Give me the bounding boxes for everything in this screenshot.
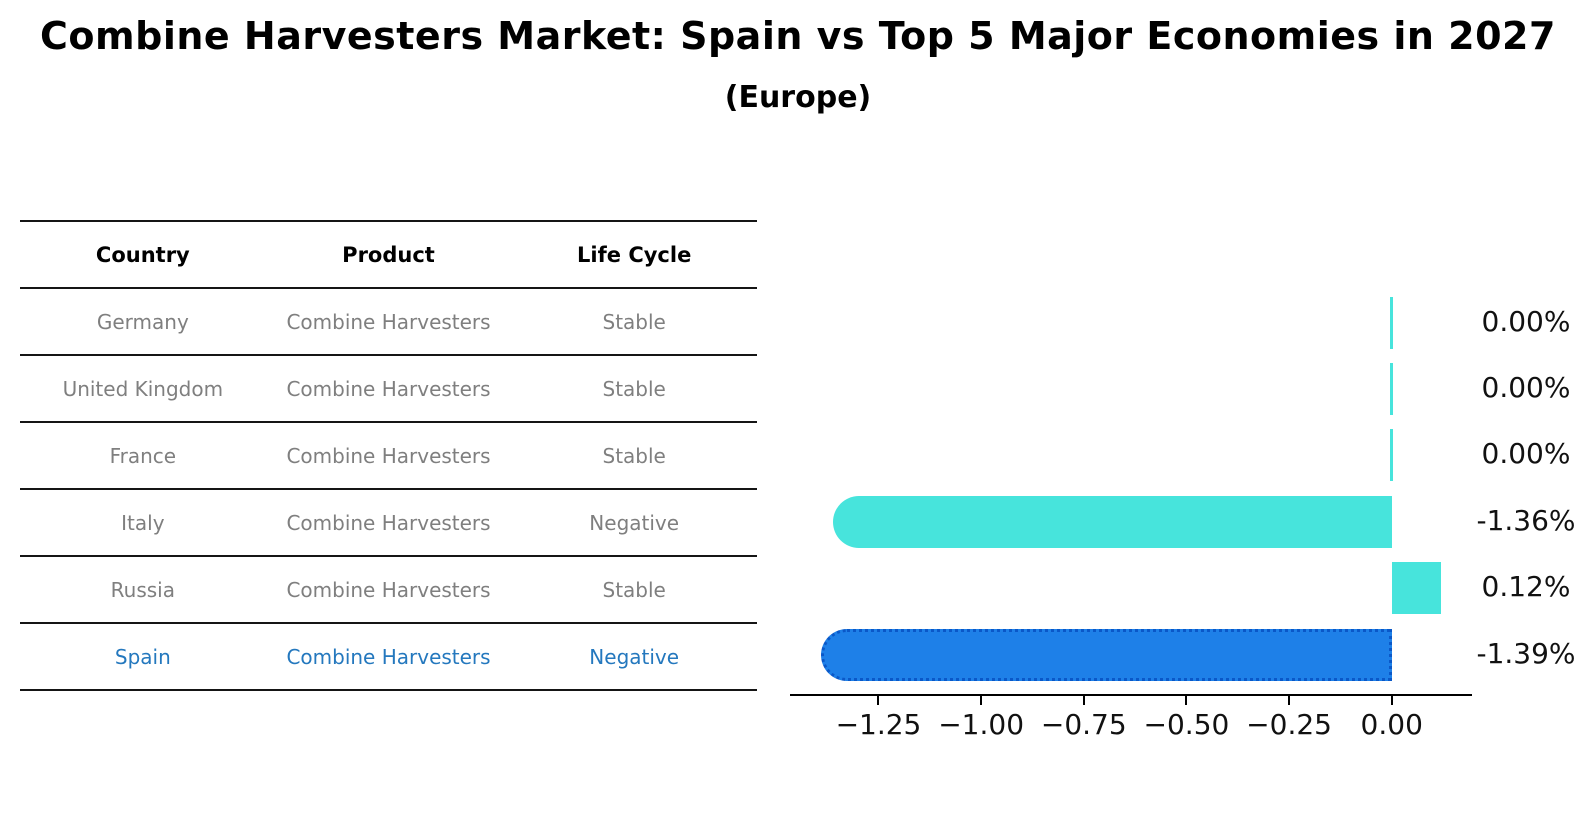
x-axis-tick xyxy=(877,696,880,705)
bar-spain xyxy=(821,628,1392,681)
cell-life-cycle: Stable xyxy=(602,376,666,401)
x-axis-tick-label: 0.00 xyxy=(1360,708,1423,741)
table-row-italy: Italy Combine Harvesters Negative xyxy=(20,490,757,557)
header-cell-product: Product xyxy=(342,242,435,267)
cell-life-cycle: Stable xyxy=(602,309,666,334)
table-row-united-kingdom: United Kingdom Combine Harvesters Stable xyxy=(20,356,757,423)
cell-life-cycle: Negative xyxy=(589,510,680,535)
x-axis-tick xyxy=(1390,696,1393,705)
bar-russia xyxy=(1391,562,1441,615)
value-label-spain: -1.39% xyxy=(1476,636,1576,670)
cell-life-cycle: Negative xyxy=(589,644,680,669)
header-cell-life-cycle: Life Cycle xyxy=(577,242,692,267)
cell-country: Spain xyxy=(114,644,171,669)
page-subtitle: (Europe) xyxy=(724,80,872,115)
bar-united-kingdom xyxy=(1390,362,1393,415)
table-row-france: France Combine Harvesters Stable xyxy=(20,423,757,490)
x-axis-tick-label: −0.75 xyxy=(1040,708,1127,741)
cell-product: Combine Harvesters xyxy=(286,644,491,669)
x-axis-tick xyxy=(1082,696,1085,705)
bar-germany xyxy=(1390,296,1393,349)
value-label-france: 0.00% xyxy=(1481,437,1571,471)
x-axis-tick xyxy=(980,696,983,705)
cell-life-cycle: Stable xyxy=(602,443,666,468)
cell-country: France xyxy=(109,443,177,468)
value-label-germany: 0.00% xyxy=(1481,304,1571,338)
cell-product: Combine Harvesters xyxy=(286,376,491,401)
cell-country: Germany xyxy=(96,309,189,334)
header-cell-country: Country xyxy=(95,242,190,267)
x-axis-tick-label: −1.00 xyxy=(938,708,1025,741)
cell-country: Russia xyxy=(110,577,175,602)
table-header-row: Country Product Life Cycle xyxy=(20,222,757,289)
cell-life-cycle: Stable xyxy=(602,577,666,602)
cell-product: Combine Harvesters xyxy=(286,577,491,602)
comparison-table: Country Product Life Cycle Germany Combine H… xyxy=(20,220,757,691)
page-title: Combine Harvesters Market: Spain vs Top … xyxy=(40,14,1556,58)
cell-product: Combine Harvesters xyxy=(286,443,491,468)
cell-country: United Kingdom xyxy=(62,376,224,401)
x-axis-line xyxy=(790,694,1472,696)
table-row-germany: Germany Combine Harvesters Stable xyxy=(20,289,757,356)
cell-product: Combine Harvesters xyxy=(286,309,491,334)
x-axis-tick xyxy=(1288,696,1291,705)
x-axis-tick-label: −0.25 xyxy=(1246,708,1332,741)
bar-france xyxy=(1390,429,1393,482)
x-axis-tick-label: −0.50 xyxy=(1143,708,1230,741)
table-row-spain: Spain Combine Harvesters Negative xyxy=(20,624,757,691)
x-axis-tick-label: −1.25 xyxy=(835,708,922,741)
table-row-russia: Russia Combine Harvesters Stable xyxy=(20,557,757,624)
cell-product: Combine Harvesters xyxy=(286,510,491,535)
value-label-russia: 0.12% xyxy=(1481,570,1571,604)
x-axis-tick xyxy=(1185,696,1188,705)
value-label-italy: -1.36% xyxy=(1476,503,1576,537)
bar-italy xyxy=(833,495,1392,548)
cell-country: Italy xyxy=(121,510,165,535)
value-label-united-kingdom: 0.00% xyxy=(1481,370,1571,404)
